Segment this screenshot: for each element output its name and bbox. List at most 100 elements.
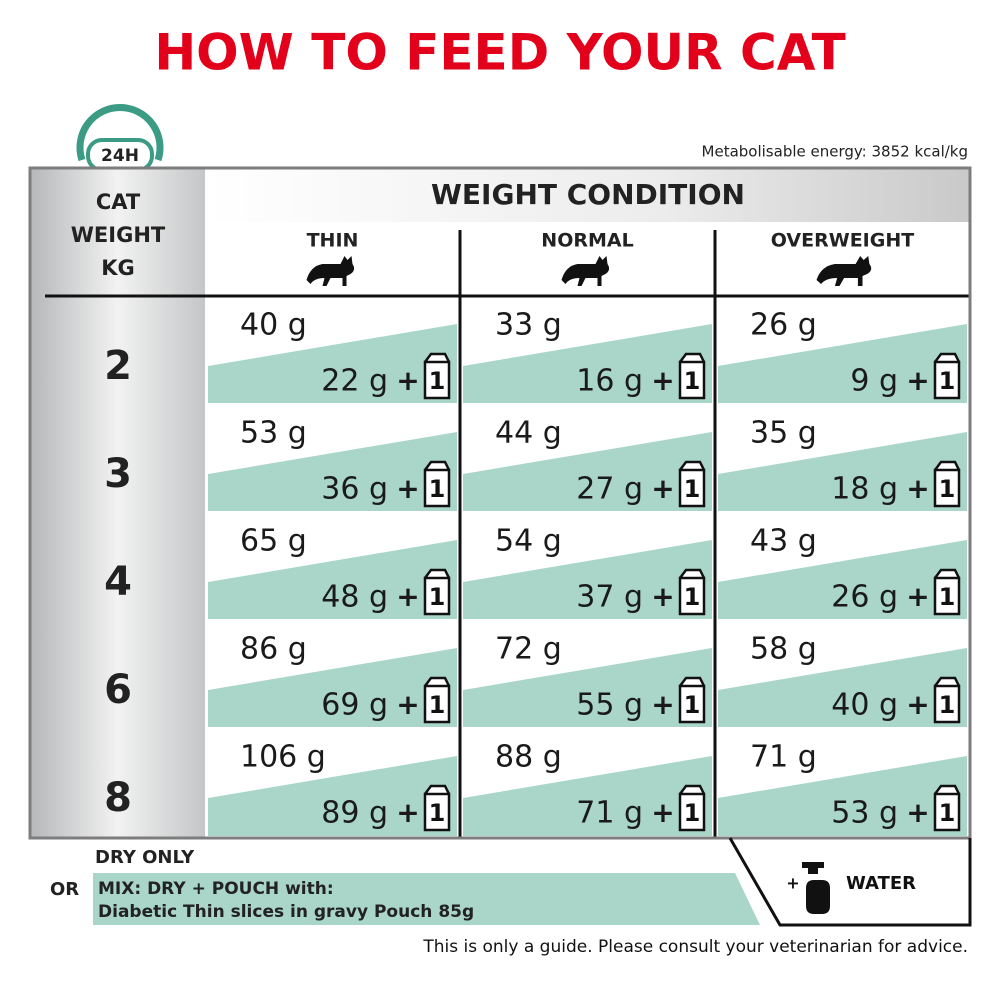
dry-amount: 33 g <box>495 308 562 343</box>
mix-band <box>208 756 457 836</box>
pouch-count: 1 <box>684 367 701 395</box>
pouch-plus: + <box>906 472 929 505</box>
dry-amount: 106 g <box>240 740 326 775</box>
mix-amount: 89 g <box>321 796 388 831</box>
row-header: WEIGHT <box>71 223 166 247</box>
pouch-count: 1 <box>684 691 701 719</box>
dry-amount: 43 g <box>750 524 817 559</box>
pouch-count: 1 <box>684 799 701 827</box>
mix-amount: 18 g <box>831 472 898 507</box>
mix-amount: 71 g <box>576 796 643 831</box>
dry-amount: 71 g <box>750 740 817 775</box>
pouch-plus: + <box>651 364 674 397</box>
pouch-icon <box>423 352 451 400</box>
weight: 3 <box>104 451 132 497</box>
mix-band <box>208 648 457 728</box>
pouch-icon <box>423 784 451 832</box>
pouch-count: 1 <box>429 475 446 503</box>
dry-amount: 53 g <box>240 416 307 451</box>
mix-amount: 37 g <box>576 580 643 615</box>
pouch-icon <box>933 352 961 400</box>
mix-band <box>718 756 967 836</box>
energy: Metabolisable energy: 3852 kcal/kg <box>702 143 968 161</box>
mix-band <box>463 324 712 404</box>
column-header: OVERWEIGHT <box>771 230 914 252</box>
mix-amount: 26 g <box>831 580 898 615</box>
table-frame <box>28 166 972 840</box>
title: HOW TO FEED YOUR CAT <box>154 24 845 82</box>
mix-amount: 69 g <box>321 688 388 723</box>
pouch-plus: + <box>651 580 674 613</box>
dry-amount: 54 g <box>495 524 562 559</box>
mix-band <box>208 432 457 512</box>
pouch-plus: + <box>396 472 419 505</box>
legend-mix-band <box>93 873 760 925</box>
legend-or: OR <box>50 879 79 900</box>
pouch-plus: + <box>651 688 674 721</box>
mix-band <box>718 540 967 620</box>
pouch-plus: + <box>651 472 674 505</box>
pouch-plus: + <box>906 580 929 613</box>
weight: 6 <box>104 667 132 713</box>
pouch-icon <box>678 352 706 400</box>
pouch-count: 1 <box>429 691 446 719</box>
group-header-bg <box>205 168 970 222</box>
pouch-count: 1 <box>939 799 956 827</box>
weight-column <box>30 168 205 838</box>
mix-amount: 36 g <box>321 472 388 507</box>
weight: 2 <box>104 343 132 389</box>
mix-band <box>463 756 712 836</box>
mix-band <box>208 540 457 620</box>
pouch-icon <box>933 568 961 616</box>
pouch-count: 1 <box>684 475 701 503</box>
pouch-count: 1 <box>939 691 956 719</box>
pouch-plus: + <box>906 364 929 397</box>
pouch-icon <box>423 568 451 616</box>
legend-mix: MIX: DRY + POUCH with: <box>98 879 334 899</box>
mix-band <box>463 540 712 620</box>
cat-icon <box>306 256 355 286</box>
pouch-icon <box>678 568 706 616</box>
dry-amount: 26 g <box>750 308 817 343</box>
pouch-plus: + <box>396 580 419 613</box>
pouch-icon <box>933 460 961 508</box>
group-header: WEIGHT CONDITION <box>431 178 745 211</box>
pouch-plus: + <box>651 796 674 829</box>
pouch-icon <box>933 676 961 724</box>
weight: 4 <box>104 559 132 605</box>
mix-amount: 16 g <box>576 364 643 399</box>
mix-amount: 53 g <box>831 796 898 831</box>
pouch-icon <box>678 676 706 724</box>
mix-amount: 55 g <box>576 688 643 723</box>
dry-amount: 88 g <box>495 740 562 775</box>
table-body: CAT WEIGHT KG THIN NORMAL OVERWEIGHT 2 40 g 22 g… <box>71 190 970 836</box>
water: WATER <box>846 873 916 894</box>
pouch-count: 1 <box>939 367 956 395</box>
legend-dry: DRY ONLY <box>95 847 195 868</box>
pouch-plus: + <box>906 796 929 829</box>
water-icon <box>802 862 830 914</box>
column-header: THIN <box>307 230 359 252</box>
pouch-plus: + <box>396 796 419 829</box>
pouch-icon <box>678 460 706 508</box>
mix-band <box>718 648 967 728</box>
pouch-plus: + <box>906 688 929 721</box>
mix-amount: 22 g <box>321 364 388 399</box>
weight: 8 <box>104 775 132 821</box>
water-plus: + <box>786 874 799 893</box>
pouch-plus: + <box>396 688 419 721</box>
footer: This is only a guide. Please consult you… <box>422 937 968 957</box>
legend-mix: Diabetic Thin slices in gravy Pouch 85g <box>98 902 474 922</box>
row-header: CAT <box>96 190 141 214</box>
dry-amount: 72 g <box>495 632 562 667</box>
mix-amount: 9 g <box>850 364 898 399</box>
dry-amount: 40 g <box>240 308 307 343</box>
pouch-count: 1 <box>939 475 956 503</box>
pouch-count: 1 <box>939 583 956 611</box>
mix-amount: 48 g <box>321 580 388 615</box>
mix-band <box>463 648 712 728</box>
mix-amount: 40 g <box>831 688 898 723</box>
pouch-icon <box>423 676 451 724</box>
cat-icon <box>561 256 610 286</box>
